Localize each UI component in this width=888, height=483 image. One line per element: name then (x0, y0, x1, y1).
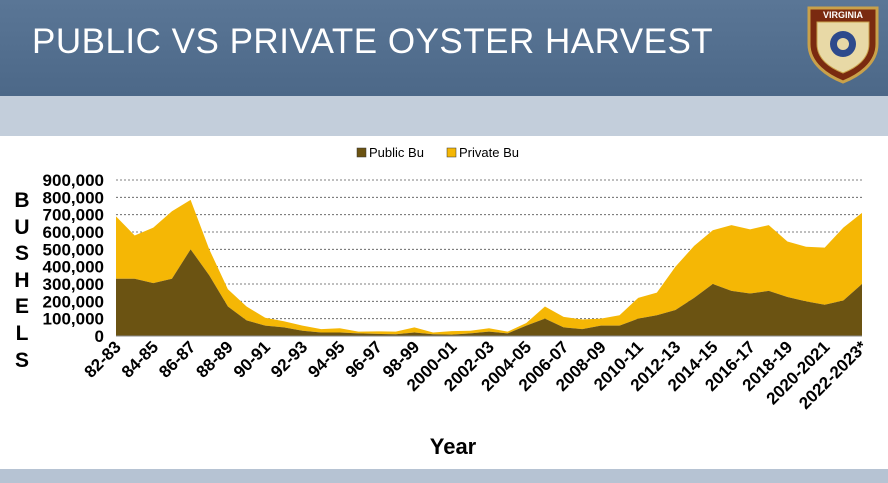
legend-label: Private Bu (459, 145, 519, 160)
y-axis-label-letter: U (14, 215, 30, 239)
x-tick-label: 88-89 (193, 337, 237, 381)
legend-swatch (446, 147, 457, 158)
y-tick-label: 700,000 (43, 206, 104, 225)
vmrc-logo-icon: VIRGINIA (807, 6, 879, 84)
legend-swatch (356, 147, 367, 158)
footer-band (0, 469, 888, 483)
oyster-harvest-chart: 0100,000200,000300,000400,000500,000600,… (43, 145, 872, 459)
legend-label: Public Bu (369, 145, 424, 160)
y-tick-label: 0 (95, 327, 104, 346)
header-band (0, 96, 888, 136)
slide-title: PUBLIC VS PRIVATE OYSTER HARVEST (32, 22, 714, 61)
y-tick-label: 500,000 (43, 240, 104, 259)
x-tick-label: 92-93 (267, 337, 311, 381)
x-axis-title: Year (430, 434, 477, 459)
y-tick-label: 300,000 (43, 275, 104, 294)
y-axis-label-letter: L (15, 321, 29, 345)
y-axis-label-letter: E (14, 295, 29, 319)
x-tick-label: 90-91 (230, 337, 274, 381)
slide-header: PUBLIC VS PRIVATE OYSTER HARVEST (0, 0, 888, 96)
svg-text:VIRGINIA: VIRGINIA (823, 10, 864, 20)
x-tick-label: 86-87 (155, 337, 199, 381)
y-tick-label: 900,000 (43, 171, 104, 190)
y-axis-label-letter: H (14, 268, 30, 292)
x-tick-label: 84-85 (118, 337, 162, 381)
y-axis-label-letter: B (14, 189, 30, 212)
y-tick-label: 100,000 (43, 310, 104, 329)
x-tick-label: 94-95 (304, 337, 348, 381)
y-tick-label: 400,000 (43, 258, 104, 277)
x-tick-label: 96-97 (342, 337, 386, 381)
y-axis-label-letter: S (14, 348, 29, 372)
y-tick-label: 800,000 (43, 188, 104, 207)
y-axis-label-letter: S (14, 242, 29, 266)
series-area-private (116, 199, 862, 335)
y-tick-label: 200,000 (43, 292, 104, 311)
y-tick-label: 600,000 (43, 223, 104, 242)
series-area-public (116, 249, 862, 336)
